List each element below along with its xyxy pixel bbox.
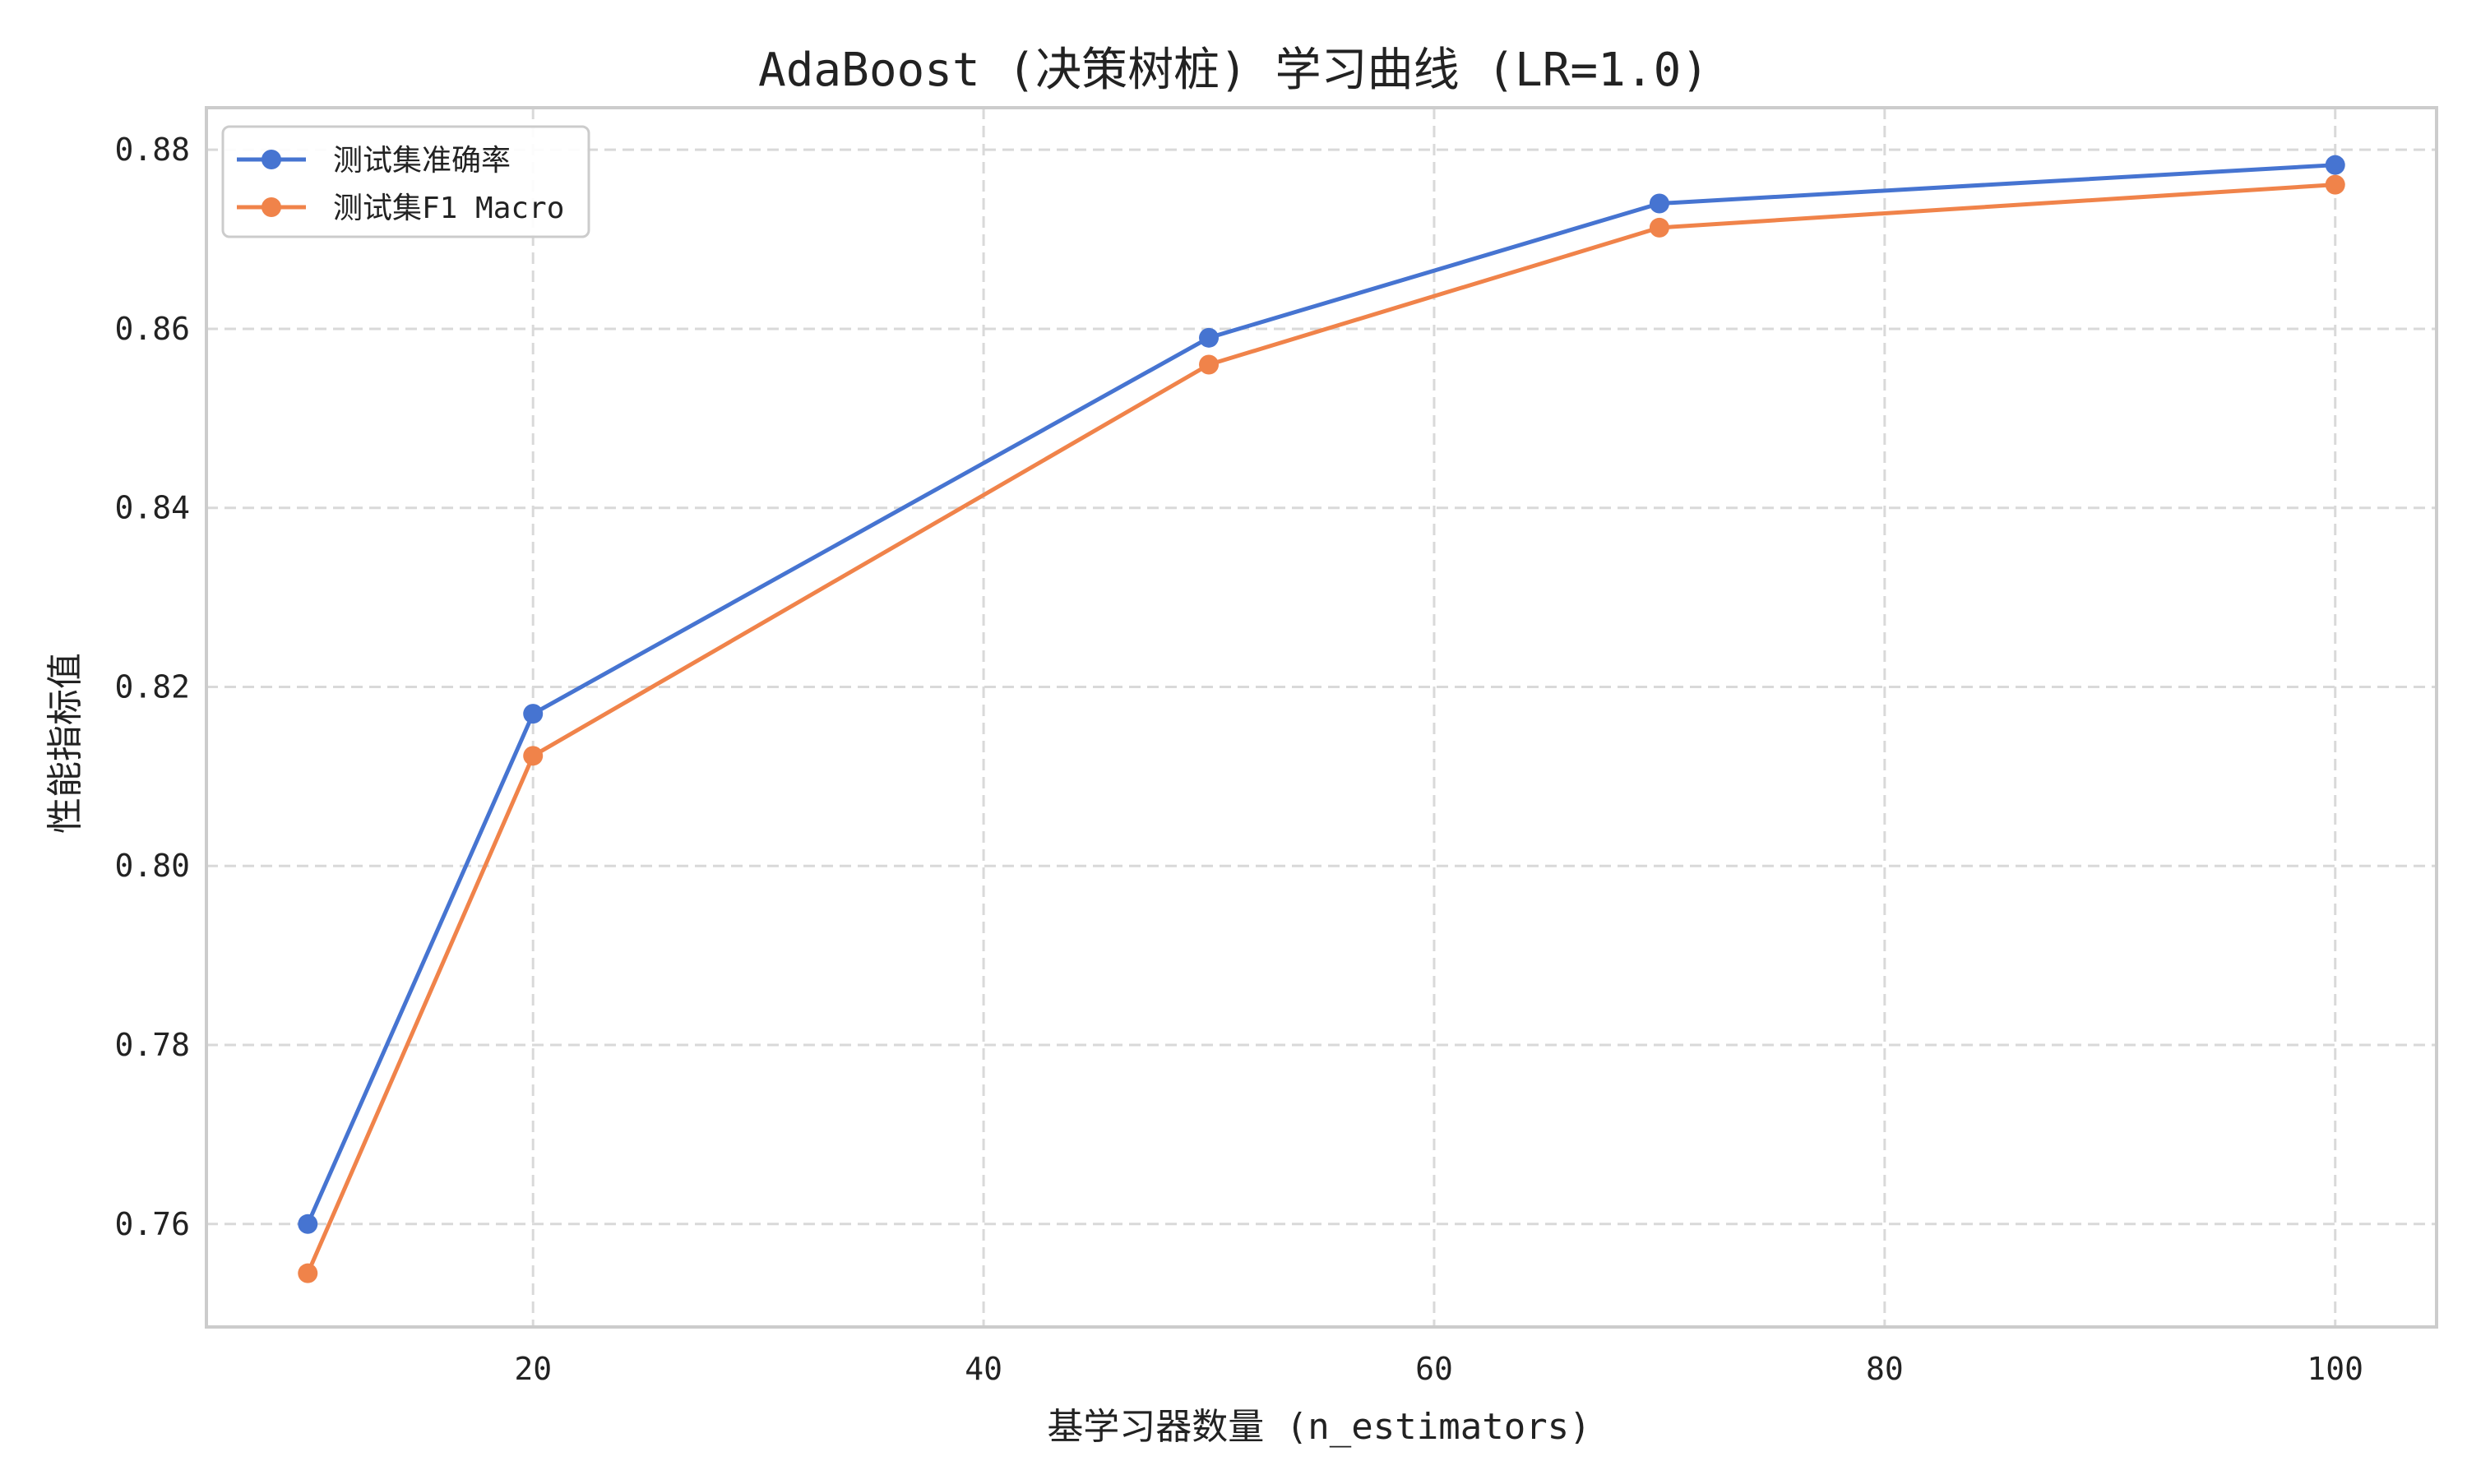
x-tick-label: 40 <box>965 1351 1002 1387</box>
x-axis-label: 基学习器数量 (n_estimators) <box>1047 1406 1590 1448</box>
tick-labels: 20 40 60 80 100 0.76 0.78 0.80 0.82 0.84 0.86 0.88 <box>114 132 2363 1387</box>
x-tick-label: 80 <box>1866 1351 1904 1387</box>
legend-item: 测试集F1 Macro <box>237 192 564 225</box>
data-point <box>1199 327 1220 348</box>
y-tick-label: 0.88 <box>114 132 190 168</box>
data-point <box>2325 174 2345 195</box>
legend-box <box>221 125 590 238</box>
plot-frame <box>205 106 2438 1329</box>
data-point <box>298 1214 318 1234</box>
chart-title: AdaBoost (决策树桩) 学习曲线 (LR=1.0) <box>758 44 1709 97</box>
legend-swatch-marker <box>262 150 281 169</box>
data-point <box>2325 155 2345 175</box>
x-tick-label: 20 <box>514 1351 552 1387</box>
x-tick-label: 100 <box>2307 1351 2363 1387</box>
series-layer <box>298 155 2345 1283</box>
legend-swatch-marker <box>262 197 281 217</box>
legend-label: 测试集准确率 <box>333 144 511 178</box>
data-point <box>523 746 544 766</box>
y-tick-label: 0.78 <box>114 1027 190 1063</box>
data-point <box>298 1263 318 1283</box>
x-tick-label: 60 <box>1415 1351 1453 1387</box>
y-tick-label: 0.86 <box>114 311 190 347</box>
series-2 <box>298 174 2345 1283</box>
y-tick-label: 0.82 <box>114 668 190 705</box>
data-point <box>523 704 544 724</box>
y-tick-label: 0.76 <box>114 1206 190 1242</box>
series-1 <box>298 155 2345 1234</box>
data-point <box>1199 354 1220 375</box>
data-point <box>1649 193 1669 214</box>
y-tick-label: 0.80 <box>114 848 190 884</box>
legend-item: 测试集准确率 <box>237 144 511 178</box>
y-tick-label: 0.84 <box>114 490 190 526</box>
legend-label: 测试集F1 Macro <box>333 192 564 225</box>
data-point <box>1649 217 1669 238</box>
y-axis-label: 性能指标值 <box>44 653 86 834</box>
